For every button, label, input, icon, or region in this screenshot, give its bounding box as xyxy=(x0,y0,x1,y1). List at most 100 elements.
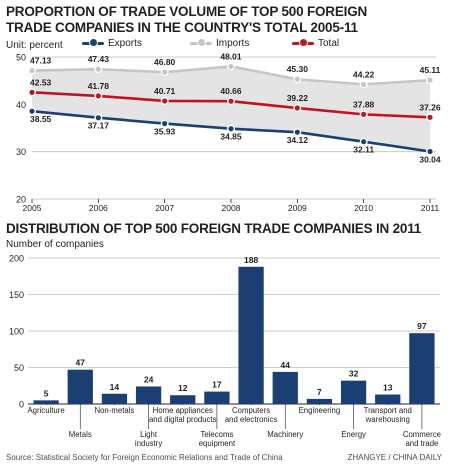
line-data-label-exports: 35.93 xyxy=(154,127,176,137)
bar-category-label: Non-metals xyxy=(94,406,134,415)
line-point-exports xyxy=(359,137,368,146)
legend-imports-label: Imports xyxy=(216,38,250,49)
bar xyxy=(33,400,59,404)
bar-category-label: Commerce and trade xyxy=(403,430,441,448)
line-point-total xyxy=(160,96,169,105)
bar-data-label: 188 xyxy=(244,255,258,265)
line-chart-title-line-1: PROPORTION OF TRADE VOLUME OF TOP 500 FO… xyxy=(6,4,368,19)
line-data-label-total: 41.78 xyxy=(88,81,110,91)
line-data-label-total: 37.26 xyxy=(419,102,441,112)
line-x-tick-label: 2008 xyxy=(222,203,241,213)
bar-data-label: 13 xyxy=(383,383,393,393)
line-point-total xyxy=(28,88,37,97)
bar-category-label: Engineering xyxy=(299,406,341,415)
legend-imports-marker xyxy=(197,38,206,47)
bar-chart-title: DISTRIBUTION OF TOP 500 FOREIGN TRADE CO… xyxy=(6,221,422,236)
line-x-tick-label: 2007 xyxy=(155,203,174,213)
bar-y-tick-label: 50 xyxy=(14,363,24,373)
line-y-tick-label: 30 xyxy=(16,147,26,157)
bar-y-tick-label: 200 xyxy=(9,254,24,264)
line-point-imports xyxy=(28,66,37,75)
line-chart-unit-label: Unit: percent xyxy=(6,40,63,51)
bar-y-tick-label: 100 xyxy=(9,327,24,337)
line-point-imports xyxy=(226,62,235,71)
bar-y-tick-label: 150 xyxy=(9,290,24,300)
bar-data-label: 7 xyxy=(317,387,322,397)
line-data-label-exports: 32.11 xyxy=(353,145,374,155)
bar-data-label: 47 xyxy=(76,358,86,368)
line-data-label-imports: 46.80 xyxy=(154,57,176,67)
bar-category-label: Transport and warehousing xyxy=(364,406,412,424)
line-data-label-exports: 30.04 xyxy=(419,154,441,164)
line-point-exports xyxy=(226,124,235,133)
line-chart-title-line-2: TRADE COMPANIES IN THE COUNTRY'S TOTAL 2… xyxy=(6,20,358,35)
bar-category-label: Home appliances and digital products xyxy=(149,406,217,424)
line-point-exports xyxy=(160,119,169,128)
bar-category-label: Agriculture xyxy=(27,406,64,415)
bar xyxy=(135,386,162,404)
bar xyxy=(409,333,435,404)
line-x-tick-label: 2011 xyxy=(421,203,440,213)
line-data-label-imports: 47.13 xyxy=(30,56,52,66)
bar-data-label: 97 xyxy=(417,321,427,331)
bar-chart-y-label: Number of companies xyxy=(6,239,104,250)
line-point-imports xyxy=(94,65,103,74)
bar xyxy=(170,395,196,404)
line-point-exports xyxy=(293,128,302,137)
bar xyxy=(101,393,128,404)
source-note: Source: Statistical Society for Foreign … xyxy=(6,453,283,462)
line-data-label-total: 40.71 xyxy=(154,86,176,96)
line-data-label-total: 39.22 xyxy=(287,93,309,103)
line-point-total xyxy=(426,113,435,122)
bar xyxy=(340,380,367,404)
line-point-imports xyxy=(359,80,368,89)
line-x-tick-label: 2010 xyxy=(354,203,373,213)
line-point-exports xyxy=(94,113,103,122)
line-x-tick-label: 2009 xyxy=(288,203,307,213)
legend-total-label: Total xyxy=(318,38,340,49)
bar xyxy=(204,391,230,404)
legend-exports-marker xyxy=(89,38,98,47)
line-point-imports xyxy=(160,68,169,77)
bar xyxy=(306,398,333,404)
bar xyxy=(238,266,264,404)
bar-data-label: 24 xyxy=(144,374,154,384)
line-chart-legend: Exports Imports Total xyxy=(82,37,412,51)
bar-data-label: 44 xyxy=(281,360,291,370)
line-data-label-total: 40.66 xyxy=(220,86,242,96)
bar-category-label: Machinery xyxy=(267,430,303,439)
line-y-tick-label: 50 xyxy=(16,53,26,63)
bar-category-label: Computers and electronics xyxy=(225,406,278,424)
bar-category-label: Energy xyxy=(341,430,366,439)
line-y-tick-label: 20 xyxy=(16,195,26,205)
line-point-total xyxy=(94,91,103,100)
line-x-tick-label: 2006 xyxy=(89,203,108,213)
line-x-tick-label: 2005 xyxy=(23,203,42,213)
line-point-total xyxy=(226,97,235,106)
line-data-label-imports: 45.11 xyxy=(420,65,441,75)
bar-data-label: 14 xyxy=(110,382,120,392)
bar-data-label: 5 xyxy=(44,388,49,398)
line-point-imports xyxy=(293,75,302,84)
line-point-exports xyxy=(28,107,37,116)
line-data-label-total: 42.53 xyxy=(30,77,52,87)
bar xyxy=(67,369,93,404)
bar-data-label: 32 xyxy=(349,369,359,379)
line-point-total xyxy=(359,110,368,119)
credit-note: ZHANGYE / CHINA DAILY xyxy=(347,453,442,462)
legend-total-marker xyxy=(299,38,308,47)
line-point-imports xyxy=(426,76,435,85)
legend-exports-label: Exports xyxy=(108,38,142,49)
line-data-label-exports: 37.17 xyxy=(88,121,110,131)
line-data-label-exports: 38.55 xyxy=(30,114,52,124)
line-data-label-exports: 34.12 xyxy=(287,135,309,145)
line-y-tick-label: 40 xyxy=(16,100,26,110)
line-data-label-imports: 47.43 xyxy=(88,54,110,64)
bar-data-label: 17 xyxy=(212,380,222,390)
bar-y-tick-label: 0 xyxy=(19,400,24,410)
line-data-label-imports: 48.01 xyxy=(220,51,242,61)
line-chart: 20 30 40 50 2005 2006 2007 2008 2009 2010 2011 47.1… xyxy=(16,51,441,213)
line-data-label-imports: 45.30 xyxy=(287,64,309,74)
line-shaded-band xyxy=(32,66,430,152)
